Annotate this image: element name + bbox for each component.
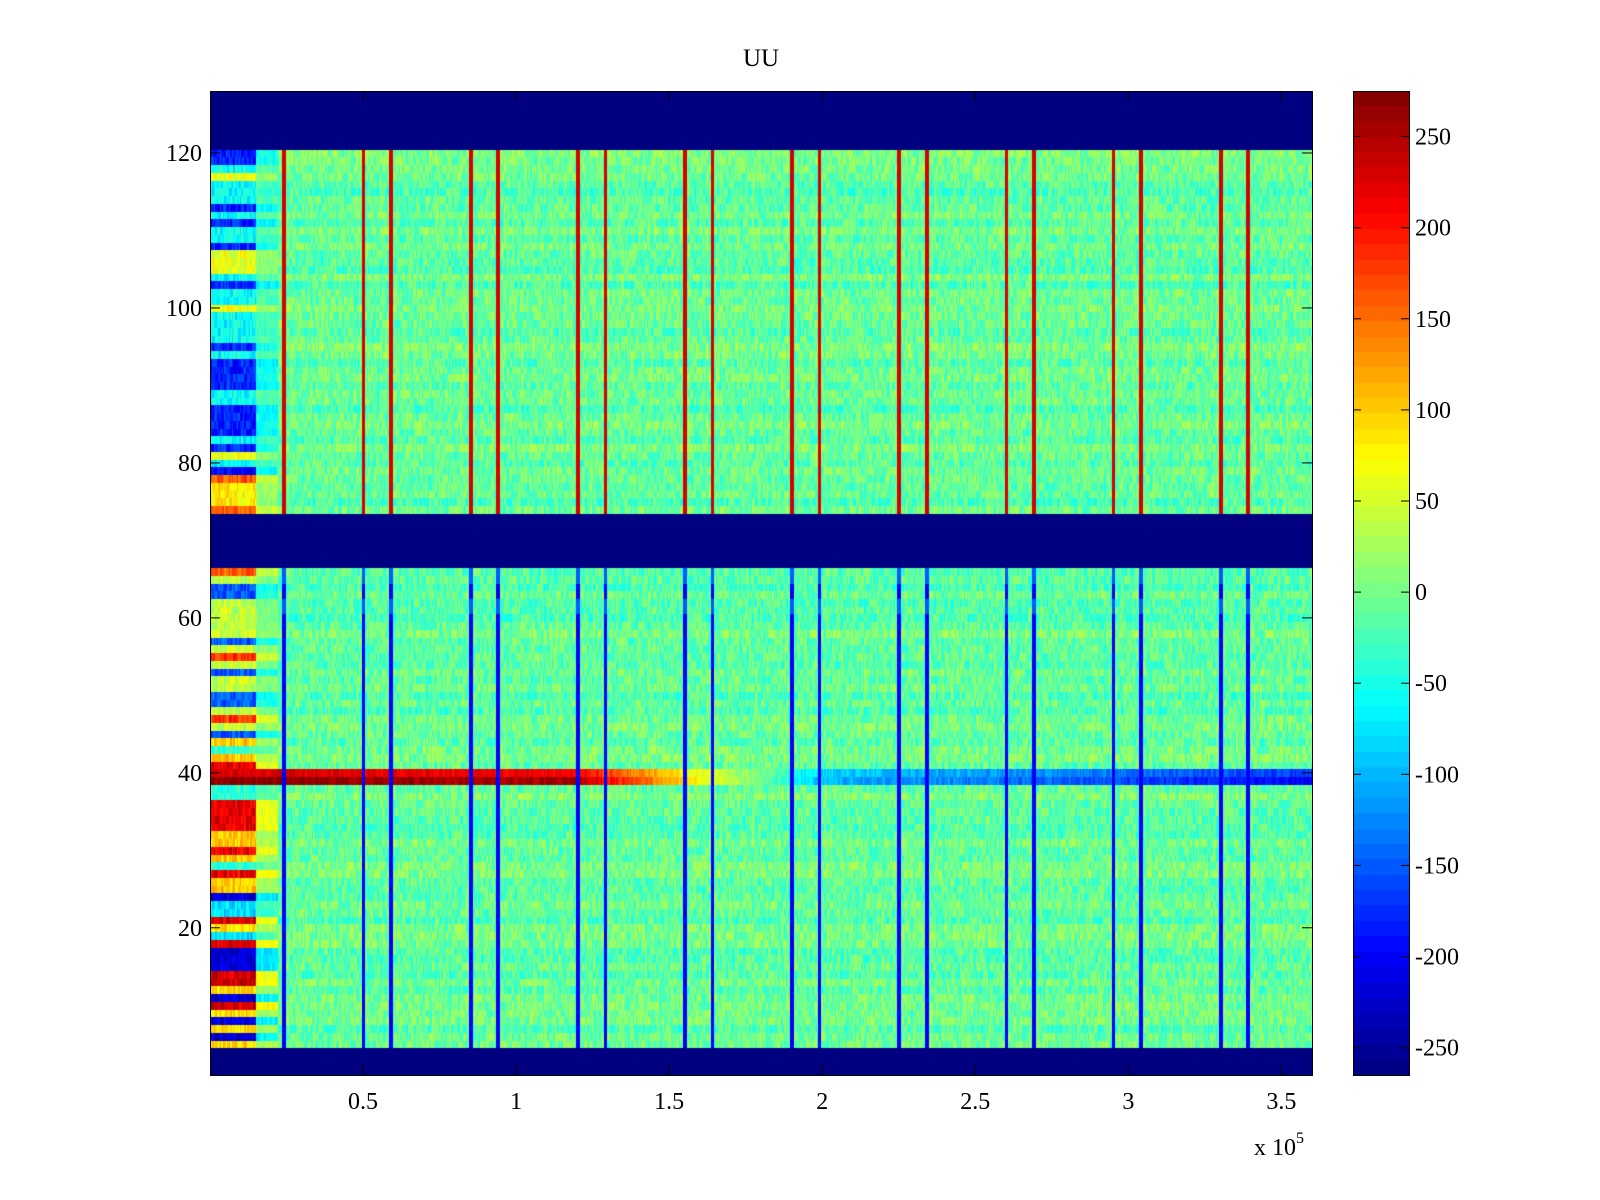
x-multiplier-exponent: 5	[1296, 1130, 1304, 1147]
colorbar-tick-label: -200	[1415, 945, 1459, 971]
colorbar-tick-label: 100	[1415, 398, 1451, 424]
colorbar-frame	[1353, 91, 1410, 1076]
x-axis: 0.5 1 1.5 2 2.5 3 3.5	[348, 91, 1296, 1115]
y-tick-label: 40	[178, 761, 202, 787]
colorbar-tick-label: 200	[1415, 216, 1451, 242]
colorbar-tick-label: -50	[1415, 671, 1447, 697]
x-multiplier-base: x 10	[1254, 1135, 1296, 1161]
colorbar-tick-label: -100	[1415, 762, 1459, 788]
x-axis-multiplier: x 105	[1254, 1130, 1304, 1161]
chart-title: UU	[743, 45, 779, 72]
y-axis: 20 40 60 80 100 120	[166, 141, 1312, 942]
colorbar-tick-label: -150	[1415, 853, 1459, 879]
colorbar-tick-label: 150	[1415, 307, 1451, 333]
x-tick-label: 1	[510, 1089, 522, 1115]
colorbar-tick-label: 250	[1415, 125, 1451, 151]
colorbar-axis: 250 200 150 100 50 0 -50 -100 -150 -200 -250	[1353, 125, 1459, 1062]
colorbar-tick-label: 0	[1415, 580, 1427, 606]
x-tick-label: 0.5	[348, 1089, 378, 1115]
y-tick-label: 80	[178, 451, 202, 477]
x-tick-label: 3	[1122, 1089, 1134, 1115]
x-tick-label: 2	[816, 1089, 828, 1115]
y-tick-label: 20	[178, 916, 202, 942]
colorbar-tick-label: -250	[1415, 1036, 1459, 1062]
y-tick-label: 100	[166, 296, 202, 322]
x-tick-label: 1.5	[654, 1089, 684, 1115]
colorbar-tick-label: 50	[1415, 489, 1439, 515]
y-tick-label: 60	[178, 606, 202, 632]
colorbar-gradient	[1353, 91, 1409, 1075]
y-tick-label: 120	[166, 141, 202, 167]
x-tick-label: 2.5	[960, 1089, 990, 1115]
x-tick-label: 3.5	[1266, 1089, 1296, 1115]
heatmap-image	[210, 91, 1312, 1075]
axes-frame	[210, 91, 1313, 1076]
